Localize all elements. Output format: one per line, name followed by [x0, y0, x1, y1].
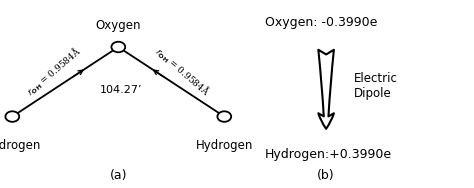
Text: Hydrogen:+0.3990e: Hydrogen:+0.3990e — [264, 148, 392, 161]
Circle shape — [218, 111, 231, 122]
Text: (b): (b) — [317, 169, 335, 182]
Text: Oxygen: Oxygen — [96, 19, 141, 32]
Text: Electric
Dipole: Electric Dipole — [354, 72, 397, 99]
Text: Oxygen: -0.3990e: Oxygen: -0.3990e — [264, 16, 377, 29]
Circle shape — [5, 111, 19, 122]
Text: $\mathbf{\it{r}}_{\mathbf{OH}}$ = 0.9584Å: $\mathbf{\it{r}}_{\mathbf{OH}}$ = 0.9584… — [152, 44, 213, 99]
Text: $\mathbf{\it{r}}_{\mathbf{OH}}$ = 0.9584Å: $\mathbf{\it{r}}_{\mathbf{OH}}$ = 0.9584… — [24, 44, 84, 99]
Text: Hydrogen: Hydrogen — [196, 139, 253, 152]
Text: (a): (a) — [109, 169, 127, 182]
Circle shape — [111, 42, 125, 52]
Text: 104.27’: 104.27’ — [100, 85, 142, 95]
Text: Hydrogen: Hydrogen — [0, 139, 41, 152]
